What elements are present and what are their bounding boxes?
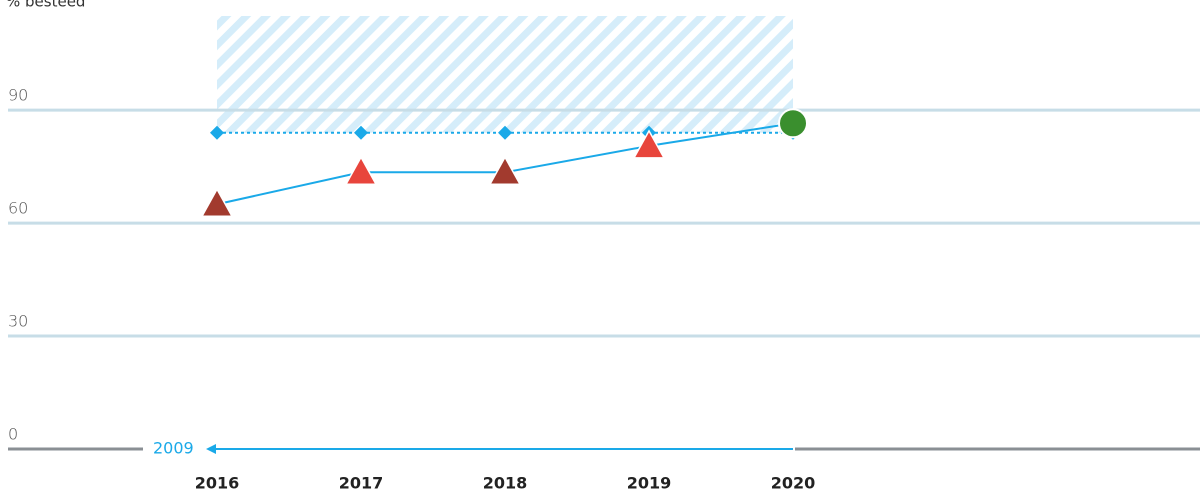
triangle-marker — [488, 155, 522, 186]
y-axis-label: % besteed — [6, 0, 85, 11]
x-tick-label: 2016 — [195, 474, 240, 493]
y-tick-label: 90 — [8, 86, 28, 105]
annotation: 2009 — [153, 439, 194, 458]
annotation-arrowhead — [206, 444, 216, 454]
target-band — [217, 16, 793, 133]
x-tick-label: 2019 — [627, 474, 672, 493]
diamond-marker — [498, 125, 512, 140]
y-tick-label: 60 — [8, 199, 28, 218]
y-tick-label: 30 — [8, 312, 28, 331]
diamond-marker — [354, 125, 368, 140]
triangle-marker — [632, 129, 666, 159]
circle-marker — [778, 108, 808, 139]
triangle-marker — [344, 155, 378, 186]
x-tick-label: 2020 — [771, 474, 816, 493]
x-tick-label: 2017 — [339, 474, 384, 493]
diamond-marker — [210, 125, 224, 140]
triangle-marker — [200, 187, 234, 218]
x-tick-label: 2018 — [483, 474, 528, 493]
y-tick-label: 0 — [8, 425, 18, 444]
